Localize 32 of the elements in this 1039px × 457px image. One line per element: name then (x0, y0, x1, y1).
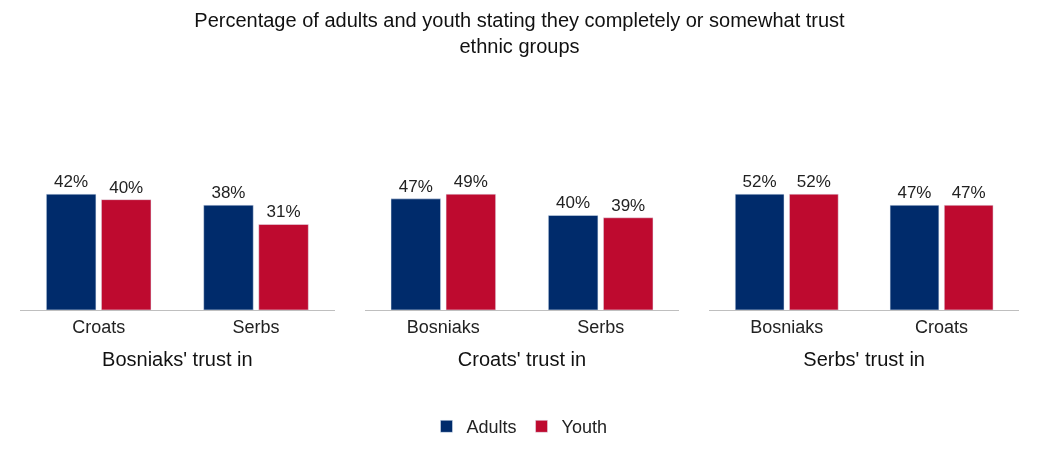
data-label: 47% (897, 183, 932, 203)
data-label: 38% (211, 183, 246, 203)
x-tick-label: Bosniaks (406, 316, 480, 337)
data-label: 40% (109, 177, 144, 197)
x-tick-label: Serbs (577, 316, 625, 337)
data-label: 49% (453, 172, 488, 192)
text: Percentage of adults and youth stating they completely or somewhat trust ethnic groups (194, 9, 846, 58)
bar (445, 193, 496, 310)
bar (46, 193, 97, 310)
x-tick-label: Croats (72, 316, 126, 337)
bar (390, 198, 441, 310)
bar (203, 204, 254, 310)
data-label: 47% (398, 176, 433, 196)
bar (101, 199, 152, 310)
data-label: 52% (742, 172, 777, 192)
data-label: 47% (951, 183, 986, 203)
data-label: 40% (556, 193, 591, 213)
bar (603, 217, 654, 310)
x-tick-label: Bosniaks (750, 316, 824, 337)
bar (258, 224, 309, 310)
data-label: 52% (796, 172, 831, 192)
x-axis-title: Serbs' trust in (803, 348, 925, 370)
data-label: 42% (54, 172, 89, 192)
legend-label: Youth (561, 417, 607, 438)
x-tick-label: Croats (915, 316, 969, 337)
x-axis-title: Croats' trust in (457, 348, 587, 370)
bar (548, 215, 599, 310)
x-tick-label: Serbs (232, 316, 280, 337)
data-label: 31% (266, 202, 301, 222)
legend-label: Adults (466, 417, 517, 438)
data-label: 39% (611, 195, 646, 215)
x-axis-title: Bosniaks' trust in (102, 348, 253, 370)
